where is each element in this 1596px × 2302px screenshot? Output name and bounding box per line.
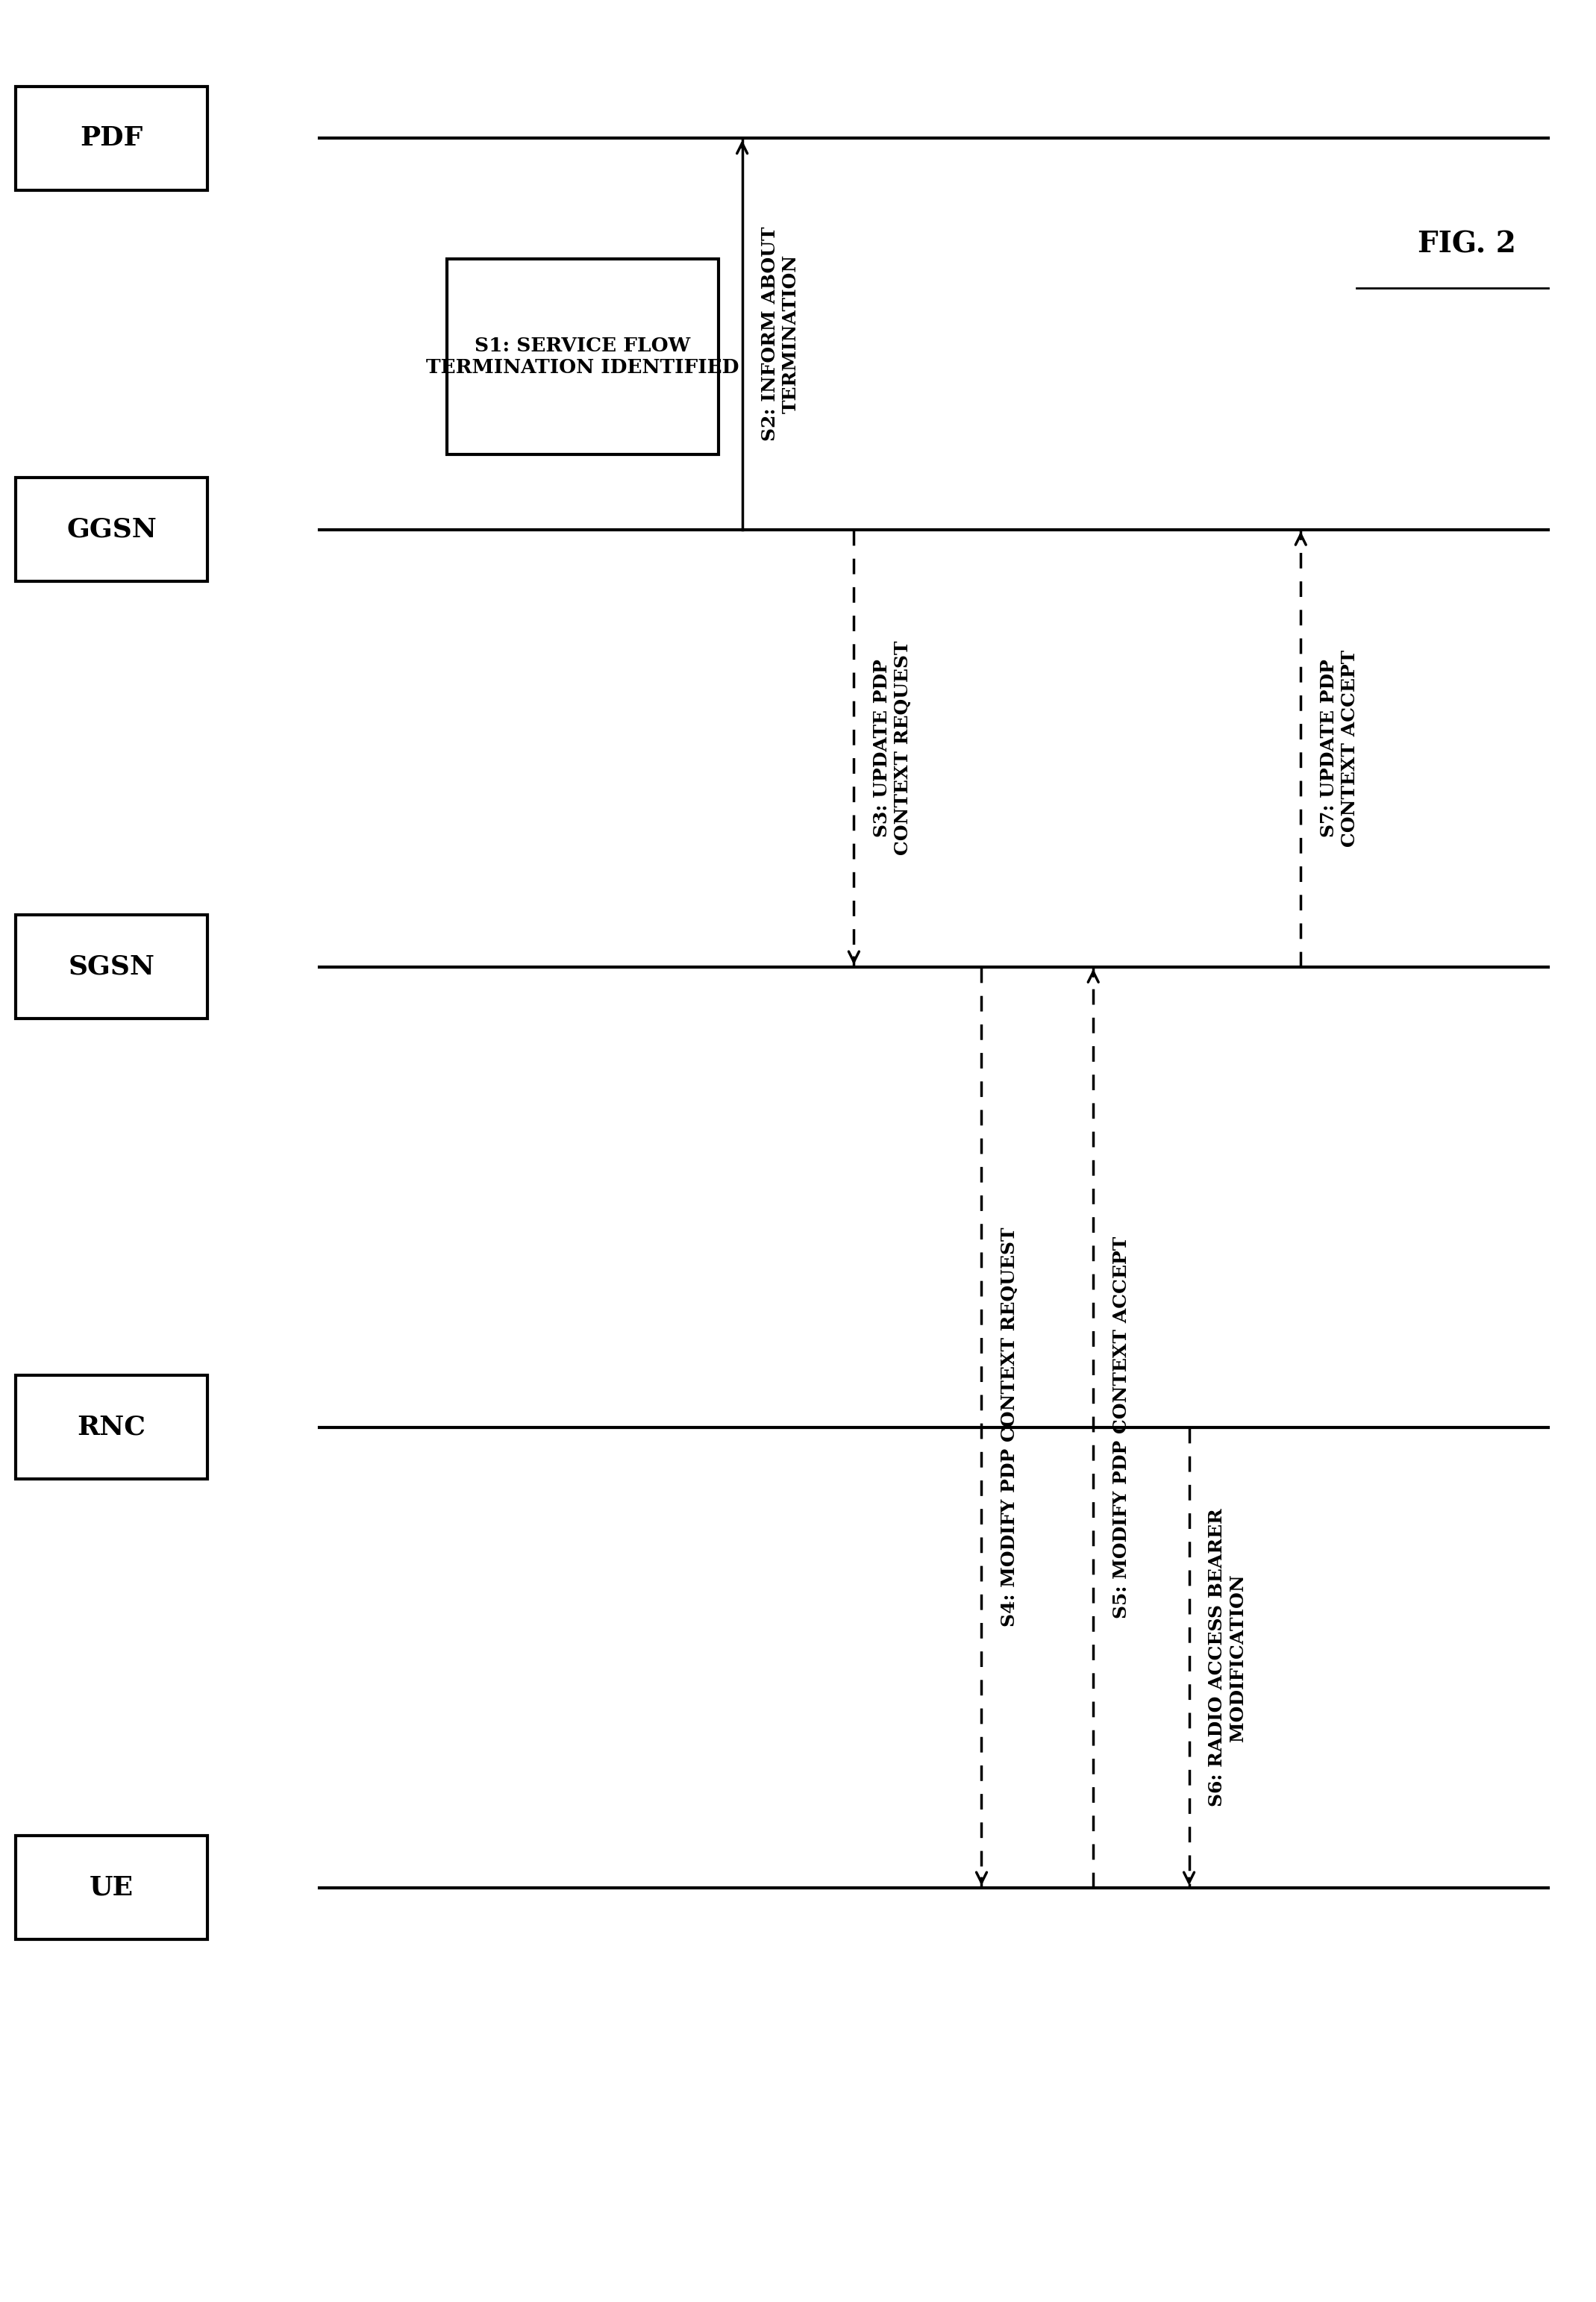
Text: GGSN: GGSN [67,516,156,543]
Text: FIG. 2: FIG. 2 [1417,230,1516,258]
Text: S2: INFORM ABOUT
TERMINATION: S2: INFORM ABOUT TERMINATION [761,226,800,442]
Text: SGSN: SGSN [69,953,155,981]
FancyBboxPatch shape [16,1377,207,1480]
FancyBboxPatch shape [16,914,207,1017]
Text: UE: UE [89,1874,134,1901]
Text: S1: SERVICE FLOW
TERMINATION IDENTIFIED: S1: SERVICE FLOW TERMINATION IDENTIFIED [426,336,739,378]
FancyBboxPatch shape [16,479,207,580]
FancyBboxPatch shape [16,87,207,191]
Text: S3: UPDATE PDP
CONTEXT REQUEST: S3: UPDATE PDP CONTEXT REQUEST [873,640,911,856]
Text: PDF: PDF [80,124,144,152]
Text: S4: MODIFY PDP CONTEXT REQUEST: S4: MODIFY PDP CONTEXT REQUEST [1001,1227,1018,1628]
FancyBboxPatch shape [447,260,718,456]
Text: S6: RADIO ACCESS BEARER
MODIFICATION: S6: RADIO ACCESS BEARER MODIFICATION [1208,1508,1246,1807]
Text: S7: UPDATE PDP
CONTEXT ACCEPT: S7: UPDATE PDP CONTEXT ACCEPT [1320,649,1358,847]
FancyBboxPatch shape [16,1837,207,1938]
Text: RNC: RNC [77,1413,147,1441]
Text: S5: MODIFY PDP CONTEXT ACCEPT: S5: MODIFY PDP CONTEXT ACCEPT [1112,1236,1130,1618]
